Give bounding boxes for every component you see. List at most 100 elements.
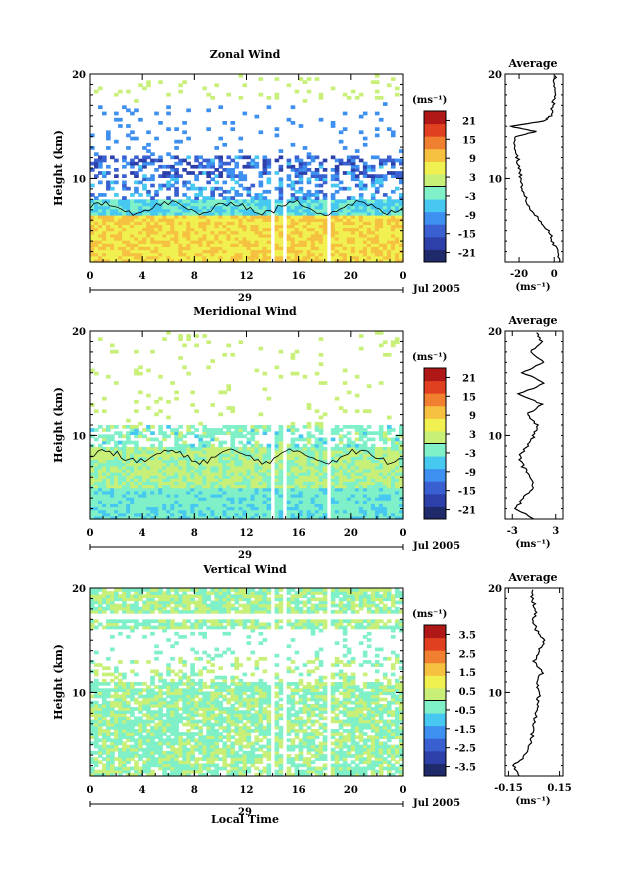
heatmap-cell — [287, 83, 292, 87]
heatmap-cell — [255, 441, 260, 445]
colorbar-swatch — [424, 444, 446, 457]
heatmap-cell — [263, 155, 268, 159]
heatmap-cell — [351, 425, 356, 429]
heatmap-cell — [267, 105, 272, 109]
heatmap-cell — [391, 428, 396, 432]
heatmap-cell — [319, 353, 324, 357]
heatmap-cell — [311, 444, 316, 448]
heatmap-cell — [315, 184, 320, 188]
heatmap-cell — [126, 431, 131, 435]
heatmap-cell — [98, 434, 103, 438]
heatmap-cell — [94, 428, 99, 432]
heatmap-cell — [90, 184, 95, 188]
heatmap-cell — [114, 93, 119, 97]
x-tick-label: 0 — [87, 271, 94, 282]
vertical-wind-colorbar-unit: (ms⁻¹) — [412, 609, 447, 620]
heatmap-cell — [98, 199, 103, 203]
colorbar-swatch — [424, 393, 446, 406]
heatmap-cell — [194, 334, 199, 338]
heatmap-cell — [307, 757, 312, 761]
heatmap-cell — [395, 337, 400, 341]
colorbar-tick-label: 3 — [469, 173, 476, 184]
heatmap-cell — [359, 334, 364, 338]
heatmap-cell — [387, 353, 392, 357]
heatmap-cell — [242, 112, 247, 116]
heatmap-cell — [182, 159, 187, 163]
heatmap-cell — [295, 181, 300, 185]
heatmap-cell — [214, 181, 219, 185]
heatmap-cell — [230, 425, 235, 429]
heatmap-cell — [355, 149, 360, 153]
heatmap-cell — [210, 428, 215, 432]
heatmap-cell — [166, 112, 171, 116]
heatmap-cell — [255, 767, 260, 771]
heatmap-cell — [158, 174, 163, 178]
heatmap-cell — [170, 381, 175, 385]
heatmap-cell — [94, 757, 99, 761]
colorbar-swatch — [424, 174, 446, 187]
heatmap-cell — [202, 159, 207, 163]
heatmap-cell — [186, 181, 191, 185]
heatmap-cell — [259, 425, 264, 429]
heatmap-cell — [154, 137, 159, 141]
heatmap-cell — [259, 181, 264, 185]
heatmap-cell — [182, 193, 187, 197]
heatmap-cell — [114, 767, 119, 771]
heatmap-cell — [295, 196, 300, 200]
heatmap-cell — [146, 149, 151, 153]
heatmap-cell — [138, 767, 143, 771]
heatmap-cell — [255, 155, 260, 159]
heatmap-cell — [331, 193, 336, 197]
heatmap-cell — [242, 155, 247, 159]
heatmap-cell — [174, 397, 179, 401]
heatmap-cell — [98, 105, 103, 109]
heatmap-cell — [206, 93, 211, 97]
heatmap-cell — [170, 184, 175, 188]
heatmap-cell — [138, 447, 143, 451]
heatmap-cell — [138, 431, 143, 435]
heatmap-cell — [214, 428, 219, 432]
heatmap-cell — [98, 171, 103, 175]
heatmap-cell — [90, 757, 95, 761]
heatmap-cell — [383, 431, 388, 435]
heatmap-cell — [323, 174, 328, 178]
heatmap-cell — [315, 422, 320, 426]
heatmap-cell — [263, 447, 268, 451]
colorbar-swatch — [424, 456, 446, 469]
heatmap-cell — [395, 93, 400, 97]
heatmap-cell — [138, 391, 143, 395]
heatmap-cell — [190, 165, 195, 169]
heatmap-cell — [303, 425, 308, 429]
heatmap-cell — [315, 155, 320, 159]
heatmap-cell — [154, 199, 159, 203]
heatmap-cell — [267, 425, 272, 429]
heatmap-cell — [190, 199, 195, 203]
heatmap-cell — [255, 193, 260, 197]
heatmap-cell — [162, 431, 167, 435]
colorbar-swatch — [424, 506, 446, 519]
heatmap-cell — [130, 193, 135, 197]
heatmap-cell — [170, 428, 175, 432]
x-tick-label: 0 — [400, 271, 407, 282]
heatmap-cell — [178, 159, 183, 163]
heatmap-cell — [134, 108, 139, 112]
heatmap-cell — [303, 80, 308, 84]
heatmap-cell — [307, 190, 312, 194]
heatmap-cell — [106, 146, 111, 150]
heatmap-cell — [351, 155, 356, 159]
heatmap-cell — [114, 425, 119, 429]
heatmap-cell — [182, 181, 187, 185]
heatmap-cell — [146, 80, 151, 84]
heatmap-cell — [303, 770, 308, 774]
heatmap-cell — [226, 168, 231, 172]
heatmap-cell — [391, 190, 396, 194]
heatmap-cell — [379, 199, 384, 203]
colorbar-swatch — [424, 237, 446, 250]
heatmap-cell — [238, 441, 243, 445]
heatmap-cell — [319, 190, 324, 194]
heatmap-cell — [134, 350, 139, 354]
heatmap-cell — [134, 155, 139, 159]
heatmap-cell — [351, 90, 356, 94]
heatmap-cell — [198, 757, 203, 761]
heatmap-cell — [150, 174, 155, 178]
